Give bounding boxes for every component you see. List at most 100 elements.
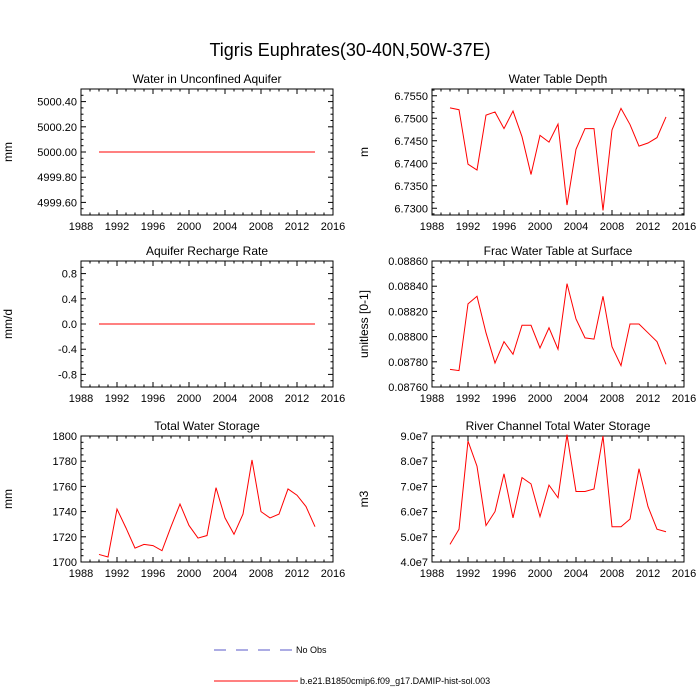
y-tick-label: 6.7300 bbox=[394, 203, 428, 215]
x-tick-label: 2000 bbox=[528, 393, 552, 405]
y-tick-label: -0.4 bbox=[58, 344, 77, 356]
x-tick-label: 1992 bbox=[105, 568, 129, 580]
chart-title: Aquifer Recharge Rate bbox=[146, 244, 268, 258]
y-tick-label: 0.08780 bbox=[388, 357, 428, 369]
y-tick-label: 6.7400 bbox=[394, 158, 428, 170]
x-tick-label: 2004 bbox=[213, 393, 237, 405]
y-tick-label: 1760 bbox=[53, 481, 77, 493]
x-tick-label: 2004 bbox=[213, 568, 237, 580]
chart-panel-4: Frac Water Table at Surface 1988 1992 1996 2… bbox=[357, 244, 696, 405]
x-tick-label: 1992 bbox=[105, 393, 129, 405]
chart-title: Frac Water Table at Surface bbox=[484, 244, 633, 258]
x-tick-label: 2016 bbox=[672, 221, 696, 233]
legend-obs-label: No Obs bbox=[296, 645, 327, 655]
x-tick-label: 2008 bbox=[249, 568, 273, 580]
series-line bbox=[449, 283, 667, 372]
x-tick-label: 2012 bbox=[285, 393, 309, 405]
x-tick-label: 2004 bbox=[213, 221, 237, 233]
y-tick-label: 0.8 bbox=[62, 269, 77, 281]
y-tick-label: 0.08860 bbox=[388, 256, 428, 268]
x-tick-label: 2004 bbox=[564, 393, 588, 405]
plot-frame bbox=[80, 435, 334, 563]
y-tick-label: 5000.20 bbox=[37, 122, 77, 134]
x-tick-label: 2008 bbox=[600, 568, 624, 580]
x-tick-label: 2016 bbox=[321, 568, 345, 580]
x-tick-label: 1992 bbox=[456, 568, 480, 580]
y-tick-label: 5000.00 bbox=[37, 147, 77, 159]
x-tick-label: 1996 bbox=[492, 221, 516, 233]
x-tick-label: 1992 bbox=[105, 221, 129, 233]
x-tick-label: 2012 bbox=[636, 393, 660, 405]
y-tick-label: 6.0e7 bbox=[400, 507, 428, 519]
y-axis-label: mm/d bbox=[1, 309, 15, 339]
x-tick-label: 1996 bbox=[141, 568, 165, 580]
y-tick-label: 5000.40 bbox=[37, 97, 77, 109]
x-tick-label: 2000 bbox=[177, 568, 201, 580]
plot-frame bbox=[431, 88, 685, 216]
x-tick-label: 1992 bbox=[456, 221, 480, 233]
x-tick-label: 2016 bbox=[321, 393, 345, 405]
x-tick-label: 2016 bbox=[321, 221, 345, 233]
y-tick-label: 8.0e7 bbox=[400, 456, 428, 468]
x-tick-label: 1988 bbox=[69, 221, 93, 233]
plot-frame bbox=[431, 260, 685, 388]
chart-panel-3: Aquifer Recharge Rate 1988 1992 1996 2000 200… bbox=[1, 244, 345, 405]
x-tick-label: 2012 bbox=[636, 568, 660, 580]
y-tick-label: 1780 bbox=[53, 456, 77, 468]
x-tick-label: 2008 bbox=[600, 221, 624, 233]
y-tick-label: 4999.60 bbox=[37, 197, 77, 209]
x-tick-label: 1992 bbox=[456, 393, 480, 405]
x-tick-label: 2000 bbox=[528, 221, 552, 233]
y-tick-label: 0.08760 bbox=[388, 382, 428, 394]
y-axis-label: mm bbox=[1, 489, 15, 509]
legend: No Obs b.e21.B1850cmip6.f09_g17.DAMIP-hi… bbox=[214, 645, 490, 686]
y-tick-label: 1800 bbox=[53, 431, 77, 443]
y-tick-label: 7.0e7 bbox=[400, 481, 428, 493]
x-tick-label: 2000 bbox=[177, 393, 201, 405]
chart-panel-2: Water Table Depth 1988 1992 1996 2000 2004 200… bbox=[357, 72, 696, 233]
y-axis-label: m bbox=[357, 147, 371, 157]
x-tick-label: 1988 bbox=[420, 221, 444, 233]
y-tick-label: 0.4 bbox=[62, 294, 77, 306]
x-tick-label: 2000 bbox=[177, 221, 201, 233]
chart-title: River Channel Total Water Storage bbox=[466, 419, 651, 433]
x-tick-label: 2008 bbox=[249, 221, 273, 233]
y-tick-label: 5.0e7 bbox=[400, 532, 428, 544]
series-line bbox=[449, 434, 667, 545]
y-tick-label: 0.08840 bbox=[388, 281, 428, 293]
y-tick-label: 6.7550 bbox=[394, 91, 428, 103]
y-tick-label: 1740 bbox=[53, 507, 77, 519]
legend-model-label: b.e21.B1850cmip6.f09_g17.DAMIP-hist-sol.… bbox=[300, 676, 490, 686]
x-tick-label: 1988 bbox=[69, 568, 93, 580]
x-tick-label: 2012 bbox=[285, 221, 309, 233]
x-tick-label: 1988 bbox=[420, 393, 444, 405]
x-tick-label: 2004 bbox=[564, 568, 588, 580]
chart-panel-1: Water in Unconfined Aquifer 1988 1992 1996 2… bbox=[1, 72, 345, 233]
y-axis-label: unitless [0-1] bbox=[357, 290, 371, 358]
figure-title: Tigris Euphrates(30-40N,50W-37E) bbox=[209, 40, 490, 60]
chart-title: Water Table Depth bbox=[509, 72, 608, 86]
series-line bbox=[449, 107, 667, 211]
y-tick-label: 1720 bbox=[53, 532, 77, 544]
y-tick-label: 1700 bbox=[53, 557, 77, 569]
y-tick-label: 6.7500 bbox=[394, 113, 428, 125]
y-tick-label: 4.0e7 bbox=[400, 557, 428, 569]
y-tick-label: 6.7450 bbox=[394, 136, 428, 148]
y-tick-label: 0.08800 bbox=[388, 332, 428, 344]
y-tick-label: 0.0 bbox=[62, 319, 77, 331]
x-tick-label: 2000 bbox=[528, 568, 552, 580]
x-tick-label: 1988 bbox=[420, 568, 444, 580]
x-tick-label: 2012 bbox=[636, 221, 660, 233]
x-tick-label: 1996 bbox=[492, 568, 516, 580]
chart-panel-5: Total Water Storage 1988 1992 1996 2000 2004 2… bbox=[1, 419, 345, 580]
x-tick-label: 1988 bbox=[69, 393, 93, 405]
x-tick-label: 2008 bbox=[600, 393, 624, 405]
x-tick-label: 2004 bbox=[564, 221, 588, 233]
x-tick-label: 2016 bbox=[672, 393, 696, 405]
chart-panel-6: River Channel Total Water Storage 1988 199… bbox=[357, 419, 696, 580]
x-tick-label: 2016 bbox=[672, 568, 696, 580]
y-tick-label: 9.0e7 bbox=[400, 431, 428, 443]
y-tick-label: -0.8 bbox=[58, 369, 77, 381]
y-axis-label: m3 bbox=[357, 490, 371, 507]
